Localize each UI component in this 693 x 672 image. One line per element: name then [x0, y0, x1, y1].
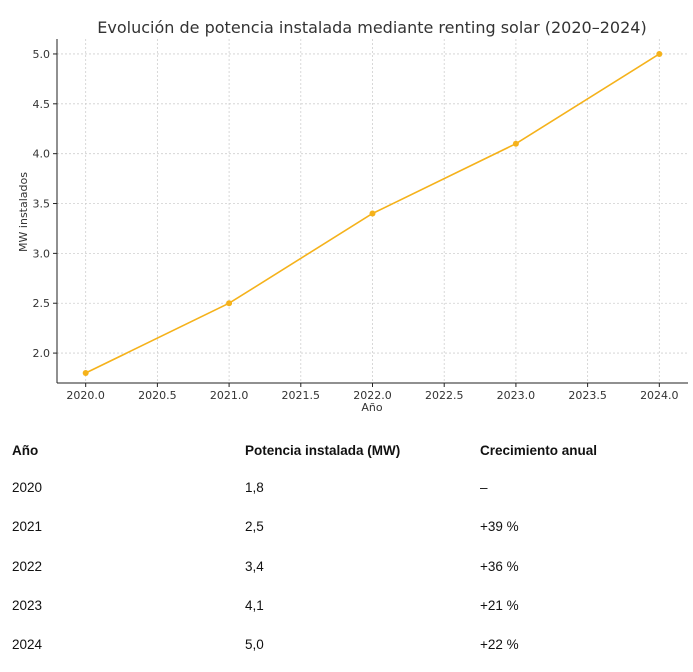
x-tick-label: 2022.0	[353, 389, 392, 402]
x-tick-label: 2020.0	[66, 389, 105, 402]
cell-power: 1,8	[245, 480, 264, 496]
x-tick-label: 2020.5	[138, 389, 177, 402]
y-tick-label: 2.0	[33, 347, 51, 360]
cell-growth: +21 %	[480, 598, 519, 614]
x-axis-label: Año	[361, 401, 382, 414]
series	[82, 50, 663, 377]
y-tick-label: 4.0	[33, 148, 51, 161]
cell-power: 5,0	[245, 637, 264, 653]
cell-growth: –	[480, 480, 488, 496]
table-header-row: Año Potencia instalada (MW) Crecimiento …	[12, 432, 692, 468]
x-tick-label: 2023.5	[568, 389, 607, 402]
table-row: 2021 2,5 +39 %	[12, 507, 692, 546]
cell-growth: +36 %	[480, 558, 519, 574]
x-tick-label: 2021.5	[282, 389, 321, 402]
table-row: 2022 3,4 +36 %	[12, 547, 692, 586]
cell-year: 2023	[12, 598, 43, 614]
y-tick-label: 3.0	[33, 247, 51, 260]
table-row: 2023 4,1 +21 %	[12, 586, 692, 625]
x-tick-label: 2021.0	[210, 389, 249, 402]
cell-power: 4,1	[245, 598, 264, 614]
cell-power: 2,5	[245, 519, 264, 535]
header-growth: Crecimiento anual	[480, 442, 598, 458]
y-tick-label: 3.5	[33, 198, 51, 211]
x-tick-label: 2023.0	[497, 389, 536, 402]
table-row: 2024 5,0 +22 %	[12, 625, 692, 664]
x-tick-label: 2024.0	[640, 389, 679, 402]
cell-growth: +39 %	[480, 519, 519, 535]
cell-power: 3,4	[245, 558, 264, 574]
y-tick-label: 5.0	[33, 48, 51, 61]
chart-title: Evolución de potencia instalada mediante…	[97, 18, 646, 37]
table-row: 2020 1,8 –	[12, 468, 692, 507]
y-tick-label: 4.5	[33, 98, 51, 111]
data-point	[226, 300, 233, 307]
data-point	[512, 140, 519, 147]
y-tick-label: 2.5	[33, 297, 51, 310]
data-point	[82, 370, 89, 377]
header-year: Año	[12, 442, 39, 458]
axes	[53, 39, 688, 387]
header-power: Potencia instalada (MW)	[245, 442, 401, 458]
line-chart: Evolución de potencia instalada mediante…	[17, 18, 688, 414]
tick-labels: 2020.0 2020.5 2021.0 2021.5 2022.0 2022.5 2023…	[33, 48, 679, 402]
grid	[57, 39, 688, 383]
data-table: Año Potencia instalada (MW) Crecimiento …	[12, 432, 692, 664]
cell-growth: +22 %	[480, 637, 519, 653]
data-point	[656, 50, 663, 57]
cell-year: 2021	[12, 519, 43, 535]
cell-year: 2020	[12, 480, 43, 496]
data-point	[369, 210, 376, 217]
x-tick-label: 2022.5	[425, 389, 464, 402]
cell-year: 2022	[12, 558, 43, 574]
y-axis-label: MW instalados	[17, 172, 30, 252]
cell-year: 2024	[12, 637, 43, 653]
